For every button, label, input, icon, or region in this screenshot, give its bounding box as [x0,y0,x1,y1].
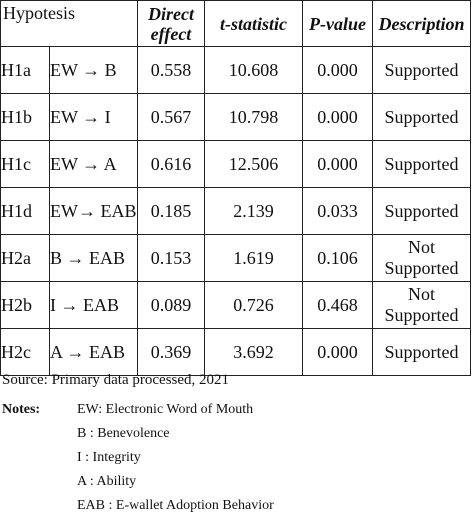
header-direct-effect: Direct effect [137,0,205,47]
hypothesis-code: H1a [0,46,50,94]
description-value: Supported [372,46,471,94]
p-value: 0.000 [302,93,373,141]
description-value: Supported [372,140,471,188]
t-statistic-value: 10.608 [204,46,303,94]
direct-effect-value: 0.616 [137,140,205,188]
description-value: Supported [372,93,471,141]
hypothesis-table: Hypotesis Direct effect t-statistic P-va… [0,0,471,376]
hypothesis-code: H1b [0,93,50,141]
table-row: H1b EW → I 0.567 10.798 0.000 Supported [0,93,471,141]
t-statistic-value: 3.692 [204,328,303,376]
note-item: EW: Electronic Word of Mouth [77,402,254,417]
table-row: H2a B → EAB 0.153 1.619 0.106 Not Suppor… [0,234,471,282]
direct-effect-value: 0.567 [137,93,205,141]
p-value: 0.106 [302,234,373,282]
header-p-value: P-value [302,0,373,47]
notes-label: Notes: [2,402,41,417]
t-statistic-value: 10.798 [204,93,303,141]
t-statistic-value: 2.139 [204,187,303,235]
note-item: EAB : E-wallet Adoption Behavior [77,498,274,513]
hypothesis-code: H1d [0,187,50,235]
header-hypothesis: Hypotesis [0,0,138,47]
p-value: 0.000 [302,46,373,94]
p-value: 0.000 [302,328,373,376]
hypothesis-path: A → EAB [49,328,138,376]
p-value: 0.033 [302,187,373,235]
source-note: Source: Primary data processed, 2021 [2,372,230,388]
hypothesis-code: H1c [0,140,50,188]
hypothesis-path: EW→ EAB [49,187,138,235]
hypothesis-path: EW → I [49,93,138,141]
table-header-row: Hypotesis Direct effect t-statistic P-va… [0,0,471,47]
t-statistic-value: 12.506 [204,140,303,188]
t-statistic-value: 1.619 [204,234,303,282]
direct-effect-value: 0.558 [137,46,205,94]
hypothesis-path: B → EAB [49,234,138,282]
description-value: Not Supported [372,234,471,282]
direct-effect-value: 0.185 [137,187,205,235]
description-value: Supported [372,328,471,376]
hypothesis-code: H2a [0,234,50,282]
p-value: 0.468 [302,281,373,329]
table-row: H2b I → EAB 0.089 0.726 0.468 Not Suppor… [0,281,471,329]
note-item: A : Ability [77,474,137,489]
hypothesis-path: EW → B [49,46,138,94]
table-row: H1d EW→ EAB 0.185 2.139 0.033 Supported [0,187,471,235]
note-item: B : Benevolence [77,426,170,441]
p-value: 0.000 [302,140,373,188]
direct-effect-value: 0.369 [137,328,205,376]
direct-effect-value: 0.089 [137,281,205,329]
hypothesis-path: EW → A [49,140,138,188]
direct-effect-value: 0.153 [137,234,205,282]
header-t-statistic: t-statistic [204,0,303,47]
description-value: Not Supported [372,281,471,329]
table-row: H1a EW → B 0.558 10.608 0.000 Supported [0,46,471,94]
hypothesis-code: H2b [0,281,50,329]
note-item: I : Integrity [77,450,141,465]
table-row: H1c EW → A 0.616 12.506 0.000 Supported [0,140,471,188]
t-statistic-value: 0.726 [204,281,303,329]
table-row: H2c A → EAB 0.369 3.692 0.000 Supported [0,328,471,376]
hypothesis-code: H2c [0,328,50,376]
hypothesis-path: I → EAB [49,281,138,329]
header-description: Description [372,0,471,47]
description-value: Supported [372,187,471,235]
